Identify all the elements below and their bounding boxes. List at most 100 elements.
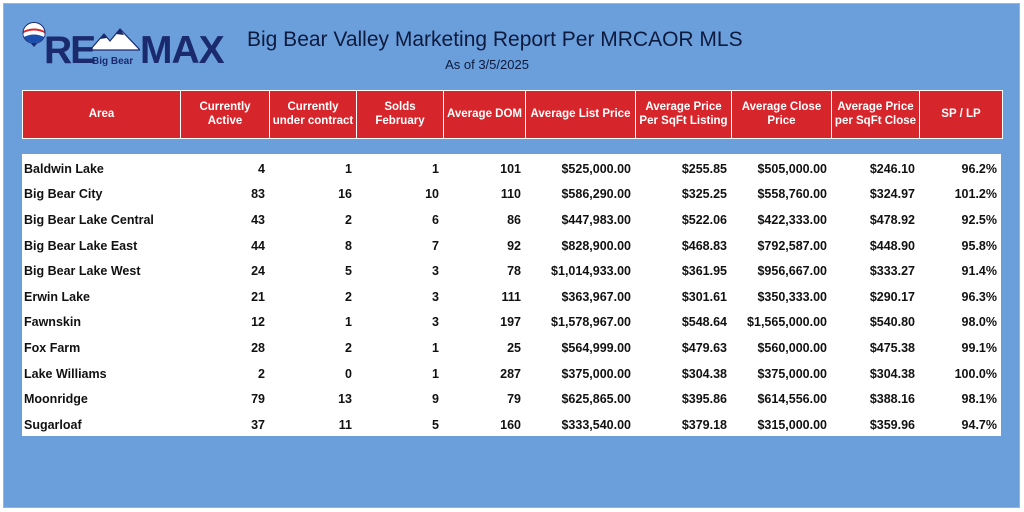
cell-avg-sqft-close: $540.80: [869, 315, 915, 330]
cell-solds: 10: [425, 187, 439, 202]
table-row: Big Bear Lake Central 43 2 6 86 $447,983.00 $5…: [22, 207, 1001, 233]
cell-avg-close-price: $315,000.00: [757, 417, 827, 432]
report-date: As of 3/5/2025: [445, 57, 529, 72]
table-row: Big Bear Lake East 44 8 7 92 $828,900.00 $468.…: [22, 233, 1001, 259]
cell-avg-list-price: $586,290.00: [561, 187, 631, 202]
cell-avg-dom: 110: [500, 187, 521, 202]
cell-solds: 3: [432, 289, 439, 304]
col-avg-list-price: Average List Price: [526, 91, 636, 138]
cell-avg-close-price: $350,333.00: [757, 289, 827, 304]
cell-active: 28: [251, 340, 265, 355]
cell-avg-list-price: $375,000.00: [561, 366, 631, 381]
cell-avg-list-price: $525,000.00: [561, 161, 631, 176]
cell-area: Lake Williams: [24, 366, 107, 381]
cell-avg-close-price: $375,000.00: [757, 366, 827, 381]
col-under-contract: Currently under contract: [270, 91, 357, 138]
cell-avg-sqft-listing: $255.85: [681, 161, 727, 176]
col-avg-dom: Average DOM: [444, 91, 526, 138]
col-area: Area: [23, 91, 181, 138]
cell-active: 4: [258, 161, 265, 176]
cell-solds: 7: [432, 238, 439, 253]
cell-avg-sqft-listing: $325.25: [681, 187, 727, 202]
cell-area: Erwin Lake: [24, 289, 90, 304]
cell-avg-sqft-listing: $379.18: [681, 417, 727, 432]
cell-avg-list-price: $333,540.00: [561, 417, 631, 432]
cell-sp-lp: 96.3%: [961, 289, 997, 304]
cell-solds: 6: [432, 212, 439, 227]
cell-under-contract: 8: [345, 238, 352, 253]
cell-under-contract: 5: [345, 264, 352, 279]
cell-sp-lp: 98.1%: [961, 392, 997, 407]
table-row: Big Bear City 83 16 10 110 $586,290.00 $325.25…: [22, 182, 1001, 208]
table-row: Moonridge 79 13 9 79 $625,865.00 $395.86 $614,5…: [22, 386, 1001, 412]
cell-area: Big Bear Lake West: [24, 264, 141, 279]
table-body: Baldwin Lake 4 1 1 101 $525,000.00 $255.85 $505…: [22, 154, 1001, 436]
cell-area: Baldwin Lake: [24, 161, 104, 176]
cell-avg-list-price: $363,967.00: [561, 289, 631, 304]
cell-avg-dom: 197: [500, 315, 521, 330]
cell-active: 79: [251, 392, 265, 407]
col-avg-close-price: Average Close Price: [732, 91, 832, 138]
cell-avg-list-price: $625,865.00: [561, 392, 631, 407]
cell-avg-dom: 287: [500, 366, 521, 381]
cell-active: 12: [251, 315, 265, 330]
table-row: Lake Williams 2 0 1 287 $375,000.00 $304.38 $37…: [22, 361, 1001, 387]
cell-avg-sqft-close: $448.90: [869, 238, 915, 253]
cell-area: Big Bear City: [24, 187, 103, 202]
cell-avg-sqft-close: $246.10: [869, 161, 915, 176]
cell-avg-close-price: $792,587.00: [757, 238, 827, 253]
cell-avg-dom: 78: [507, 264, 521, 279]
cell-avg-close-price: $956,667.00: [757, 264, 827, 279]
logo-re: RE: [44, 29, 96, 72]
cell-active: 37: [251, 417, 265, 432]
cell-active: 43: [251, 212, 265, 227]
cell-solds: 5: [432, 417, 439, 432]
cell-area: Big Bear Lake East: [24, 238, 138, 253]
cell-avg-sqft-listing: $395.86: [681, 392, 727, 407]
table-row: Sugarloaf 37 11 5 160 $333,540.00 $379.18 $315,…: [22, 412, 1001, 438]
cell-under-contract: 1: [345, 315, 352, 330]
cell-avg-dom: 25: [507, 340, 521, 355]
col-avg-sqft-listing: Average Price Per SqFt Listing: [636, 91, 732, 138]
cell-area: Fawnskin: [24, 315, 81, 330]
cell-sp-lp: 101.2%: [954, 187, 997, 202]
cell-avg-list-price: $1,578,967.00: [551, 315, 631, 330]
cell-solds: 3: [432, 315, 439, 330]
cell-sp-lp: 98.0%: [961, 315, 997, 330]
logo-max: MAX: [140, 29, 225, 72]
cell-area: Fox Farm: [24, 340, 81, 355]
cell-avg-dom: 92: [507, 238, 521, 253]
cell-sp-lp: 94.7%: [961, 417, 997, 432]
cell-avg-close-price: $505,000.00: [757, 161, 827, 176]
cell-avg-sqft-close: $333.27: [869, 264, 915, 279]
cell-solds: 3: [432, 264, 439, 279]
cell-avg-close-price: $1,565,000.00: [747, 315, 827, 330]
col-sp-lp: SP / LP: [941, 107, 981, 120]
cell-area: Big Bear Lake Central: [24, 212, 154, 227]
cell-under-contract: 16: [338, 187, 352, 202]
cell-sp-lp: 96.2%: [961, 161, 997, 176]
cell-solds: 9: [432, 392, 439, 407]
cell-under-contract: 0: [345, 366, 352, 381]
cell-avg-sqft-close: $324.97: [869, 187, 915, 202]
cell-active: 21: [251, 289, 265, 304]
cell-active: 2: [258, 366, 265, 381]
cell-solds: 1: [432, 366, 439, 381]
col-solds: Solds February: [357, 91, 444, 138]
cell-sp-lp: 100.0%: [954, 366, 997, 381]
cell-area: Sugarloaf: [24, 417, 82, 432]
cell-under-contract: 2: [345, 289, 352, 304]
table-header: Area Currently Active Currently under co…: [22, 90, 1003, 139]
cell-avg-dom: 101: [500, 161, 521, 176]
cell-avg-sqft-close: $475.38: [869, 340, 915, 355]
table-row: Fawnskin 12 1 3 197 $1,578,967.00 $548.64 $1,56…: [22, 310, 1001, 336]
cell-avg-sqft-listing: $479.63: [681, 340, 727, 355]
balloon-icon: [22, 22, 46, 47]
cell-active: 44: [251, 238, 265, 253]
cell-sp-lp: 91.4%: [961, 264, 997, 279]
cell-under-contract: 2: [345, 340, 352, 355]
col-avg-sqft-close: Average Price per SqFt Close: [832, 91, 920, 138]
col-active: Currently Active: [181, 91, 270, 138]
cell-avg-close-price: $422,333.00: [757, 212, 827, 227]
table-row: Erwin Lake 21 2 3 111 $363,967.00 $301.61 $350,…: [22, 284, 1001, 310]
